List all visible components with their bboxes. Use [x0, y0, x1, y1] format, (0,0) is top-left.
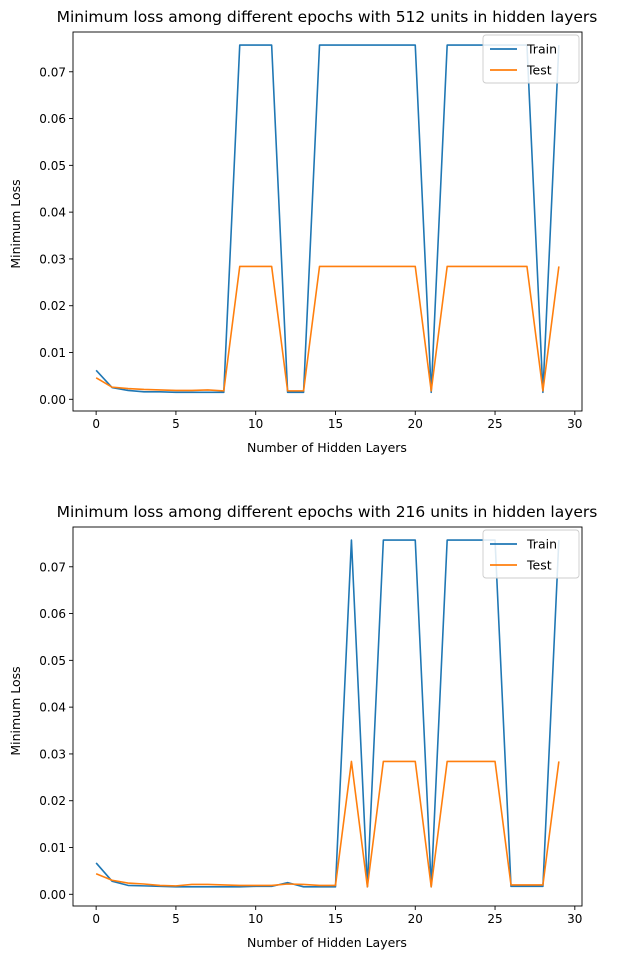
- x-tick-label: 25: [487, 417, 502, 431]
- y-tick-label: 0.04: [39, 206, 66, 220]
- y-tick-label: 0.03: [39, 252, 66, 266]
- y-axis-label: Minimum Loss: [8, 666, 23, 755]
- y-tick-label: 0.01: [39, 346, 66, 360]
- chart-title: Minimum loss among different epochs with…: [57, 503, 598, 521]
- y-tick-label: 0.01: [39, 841, 66, 855]
- series-line-test: [95, 760, 560, 888]
- series-line-train: [95, 539, 560, 888]
- legend-label-train: Train: [526, 537, 557, 552]
- x-tick-label: 20: [408, 912, 423, 926]
- y-tick-label: 0.02: [39, 299, 66, 313]
- x-tick-label: 15: [328, 417, 343, 431]
- y-tick-label: 0.05: [39, 159, 66, 173]
- axes-frame: [72, 526, 583, 907]
- series-line-train: [95, 44, 560, 394]
- y-tick-label: 0.04: [39, 701, 66, 715]
- legend-box: [482, 529, 580, 579]
- y-tick-label: 0.06: [39, 112, 66, 126]
- y-tick-label: 0.03: [39, 747, 66, 761]
- x-tick-label: 10: [248, 417, 263, 431]
- legend-box: [482, 34, 580, 84]
- legend-label-train: Train: [526, 42, 557, 57]
- axes-frame: [72, 31, 583, 412]
- y-tick-label: 0.05: [39, 654, 66, 668]
- x-axis-label: Number of Hidden Layers: [247, 440, 407, 455]
- chart-top: Minimum loss among different epochs with…: [8, 8, 597, 455]
- chart-title: Minimum loss among different epochs with…: [57, 8, 598, 26]
- plot-area: 0 5 10 15 20 25 30 0.00 0.01 0.02 0.03 0.04 0.05 0.06…: [39, 31, 583, 431]
- x-tick-label: 25: [487, 912, 502, 926]
- x-tick-label: 5: [172, 417, 180, 431]
- y-axis-label: Minimum Loss: [8, 179, 23, 268]
- y-tick-label: 0.07: [39, 65, 66, 79]
- chart-bottom: Minimum loss among different epochs with…: [8, 503, 597, 950]
- series-line-test: [95, 265, 560, 392]
- x-tick-label: 30: [567, 912, 582, 926]
- legend: Train Test: [482, 529, 580, 579]
- x-axis-label: Number of Hidden Layers: [247, 935, 407, 950]
- y-tick-label: 0.02: [39, 794, 66, 808]
- legend: Train Test: [482, 34, 580, 84]
- x-tick-label: 5: [172, 912, 180, 926]
- y-tick-label: 0.06: [39, 607, 66, 621]
- x-tick-label: 0: [92, 912, 100, 926]
- y-tick-label: 0.00: [39, 393, 66, 407]
- legend-label-test: Test: [526, 63, 552, 78]
- x-tick-label: 10: [248, 912, 263, 926]
- x-tick-label: 30: [567, 417, 582, 431]
- x-tick-label: 20: [408, 417, 423, 431]
- y-tick-label: 0.00: [39, 888, 66, 902]
- legend-label-test: Test: [526, 558, 552, 573]
- plot-area: 0 5 10 15 20 25 30 0.00 0.01 0.02 0.03 0.04 0.05 0.06…: [39, 526, 583, 926]
- x-tick-label: 15: [328, 912, 343, 926]
- x-tick-label: 0: [92, 417, 100, 431]
- y-tick-label: 0.07: [39, 560, 66, 574]
